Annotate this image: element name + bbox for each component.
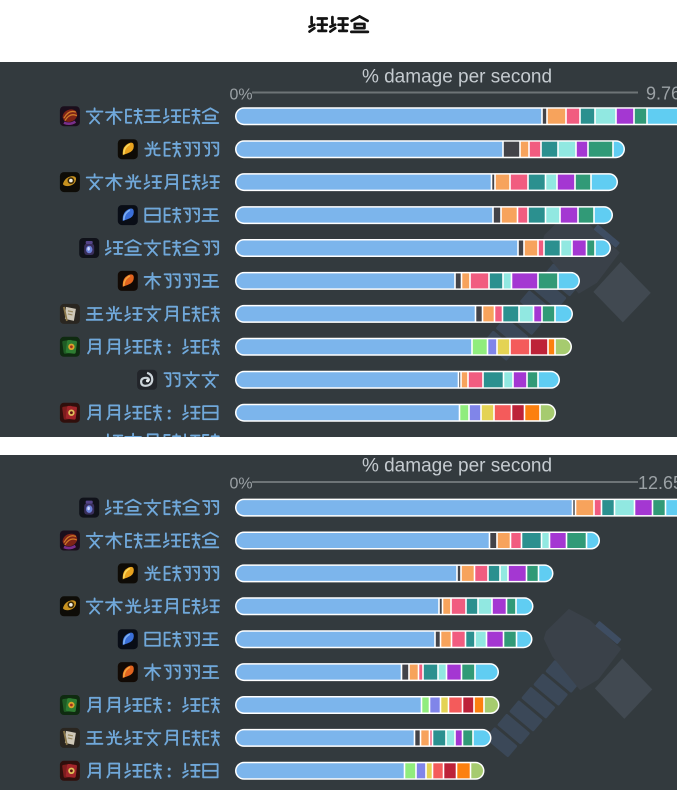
svg-text:% damage per second: % damage per second: [362, 67, 552, 88]
svg-text:9.76: 9.76: [646, 84, 677, 104]
svg-text:% damage per second: % damage per second: [362, 456, 552, 477]
svg-text:0%: 0%: [230, 476, 253, 493]
svg-text:0%: 0%: [230, 87, 253, 104]
svg-text:12.65: 12.65: [638, 473, 677, 493]
